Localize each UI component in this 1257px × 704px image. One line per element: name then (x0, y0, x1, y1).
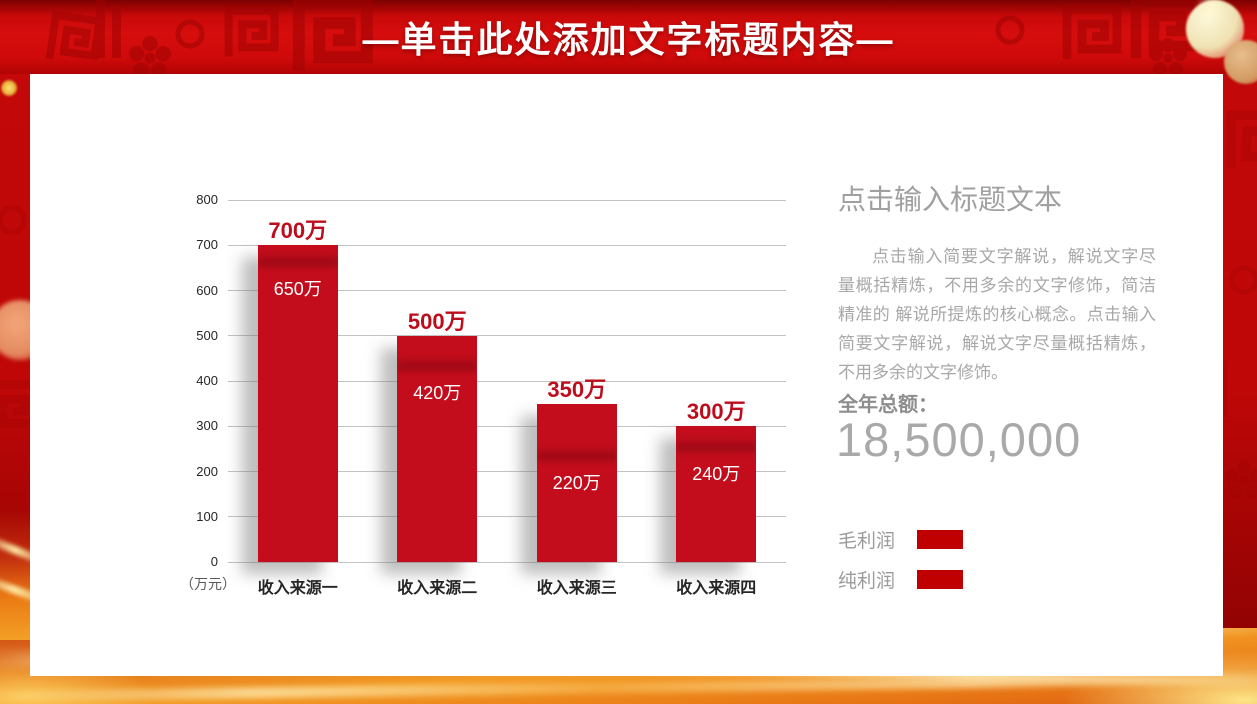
header-background (0, 0, 1257, 74)
gridline (228, 335, 786, 337)
y-axis-tick-label: 0 (210, 554, 218, 569)
bar-3[interactable]: 220万 (536, 403, 617, 562)
gridline (228, 471, 786, 472)
slide-title[interactable]: —单击此处添加文字标题内容— (362, 19, 895, 60)
bar-4[interactable]: 240万 (676, 426, 757, 562)
gross-value-label: 700万 (268, 218, 328, 244)
gridline (228, 561, 786, 563)
bar-2[interactable]: 420万 (397, 335, 478, 562)
category-label: 收入来源一 (257, 580, 338, 597)
y-axis-tick-label: 700 (196, 237, 218, 253)
total-label: 全年总额： (838, 394, 938, 416)
net-value-label: 420万 (413, 382, 462, 403)
body-text[interactable]: 点击输入简要文字解说，解说文字尽量概括精炼，不用多余的文字修饰，简洁精准的 解说… (838, 247, 1156, 382)
gridline (228, 425, 786, 427)
category-label: 收入来源四 (676, 580, 757, 597)
gridline (228, 380, 786, 382)
y-axis-tick-label: 800 (196, 192, 218, 207)
legend-label: 毛利润 (838, 530, 896, 552)
gross-value-label: 500万 (407, 308, 467, 334)
net-level-shadow (257, 251, 338, 268)
section-title[interactable]: 点击输入标题文本 (838, 184, 1063, 215)
gridline (228, 199, 786, 201)
bar-chart[interactable]: 0 100 200 300 400 500 600 700 800 （万元） 650万 700万收入来… (30, 74, 1223, 676)
flame-streak (0, 672, 1257, 703)
legend-swatch (917, 529, 963, 549)
net-level-shadow (397, 355, 478, 372)
legend-item-gross-profit: 毛利润 (838, 526, 963, 552)
y-axis-tick-label: 500 (196, 327, 218, 343)
total-value: 18,500,000 (836, 413, 1082, 466)
y-axis-tick-label: 600 (196, 282, 218, 298)
net-level-shadow (536, 446, 617, 463)
category-label: 收入来源三 (536, 580, 617, 597)
net-value-label: 650万 (273, 278, 322, 299)
gross-value-label: 300万 (686, 399, 746, 425)
chart-legend: 毛利润 纯利润 (838, 526, 963, 606)
y-axis-tick-label: 400 (196, 373, 218, 388)
y-axis-tick-label: 100 (196, 508, 218, 524)
gridline (228, 290, 786, 291)
legend-item-net-profit: 纯利润 (838, 566, 963, 592)
flame-decoration-left (0, 508, 59, 640)
bar-1[interactable]: 650万 (257, 245, 338, 562)
gridline (228, 516, 786, 518)
gross-value-label: 350万 (547, 376, 607, 402)
net-value-label: 220万 (552, 473, 601, 494)
net-value-label: 240万 (692, 464, 741, 485)
legend-swatch (917, 569, 963, 589)
net-level-shadow (676, 437, 757, 454)
category-label: 收入来源二 (397, 580, 478, 597)
gridline (228, 244, 786, 246)
y-axis-unit-label: （万元） (180, 576, 236, 592)
slide-header: —单击此处添加文字标题内容— (0, 0, 1257, 74)
y-axis-tick-label: 300 (196, 418, 218, 434)
y-axis-tick-label: 200 (196, 463, 218, 479)
content-panel: 0 100 200 300 400 500 600 700 800 （万元） 650万 700万收入来… (30, 74, 1223, 676)
bokeh-circle (1, 80, 17, 96)
legend-label: 纯利润 (838, 570, 896, 592)
